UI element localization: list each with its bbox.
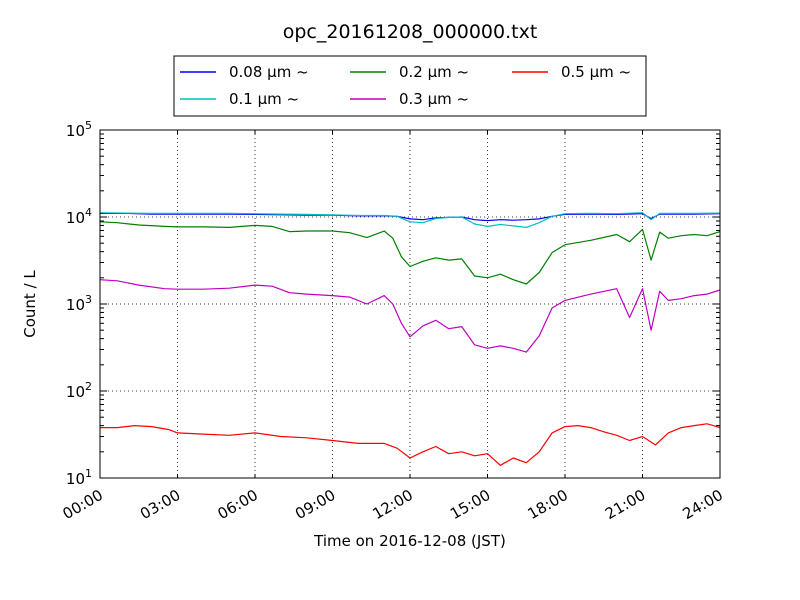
x-axis-label: Time on 2016-12-08 (JST) [313,532,506,550]
legend-label: 0.08 μm ~ [229,63,309,81]
legend-label: 0.1 μm ~ [229,90,299,108]
y-tick-exponent: 4 [85,206,92,219]
y-tick-label: 105 [66,119,92,140]
axis-ticks [99,129,721,479]
y-tick-base: 10 [66,122,85,140]
y-tick-base: 10 [66,296,85,314]
series-line-3 [99,279,721,353]
y-tick-exponent: 2 [85,380,92,393]
y-tick-label: 102 [66,380,92,401]
legend-label: 0.5 μm ~ [561,63,631,81]
legend-label: 0.3 μm ~ [399,90,469,108]
y-tick-base: 10 [66,470,85,488]
y-tick-exponent: 5 [85,119,92,132]
y-axis-label: Count / L [21,270,39,338]
grid-lines [100,130,720,478]
legend-box [173,55,647,117]
series-line-4 [100,423,721,466]
y-tick-base: 10 [66,209,85,227]
y-tick-label: 104 [66,206,92,227]
series-lines [99,212,721,466]
legend-label: 0.2 μm ~ [399,63,469,81]
legend: 0.08 μm ~ 0.1 μm ~ 0.2 μm ~ 0.3 μm ~ 0.5 μm … [173,55,647,117]
chart-title: opc_20161208_000000.txt [283,21,538,43]
y-tick-label: 101 [66,467,92,488]
y-tick-exponent: 1 [85,467,92,480]
y-tick-label: 103 [66,293,92,314]
y-tick-exponent: 3 [85,293,92,306]
series-line-2 [99,221,721,285]
series-line-1 [99,212,721,228]
y-tick-base: 10 [66,383,85,401]
